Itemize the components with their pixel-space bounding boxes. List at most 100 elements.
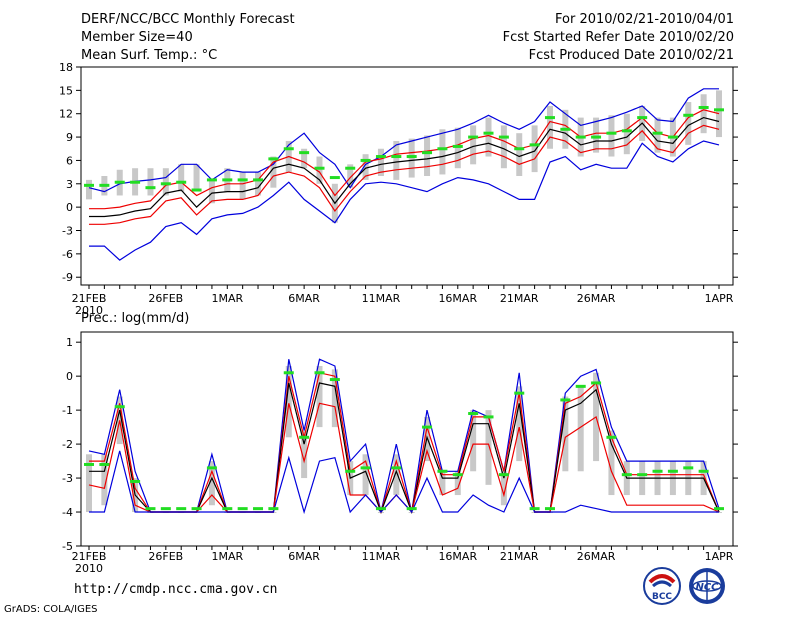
- precip-xtick-label: 11MAR: [362, 550, 401, 563]
- temp-spread-box: [531, 125, 538, 173]
- precip-spread-box: [393, 454, 400, 496]
- temp-xtick-label: 26FEB: [148, 292, 183, 305]
- temp-spread-box: [162, 168, 169, 196]
- temp-ytick-label: -6: [62, 248, 73, 261]
- temp-spread-box: [255, 172, 262, 196]
- temp-ytick-label: 6: [66, 154, 73, 167]
- temp-spread-box: [393, 140, 400, 180]
- precip-spread-box: [208, 461, 215, 506]
- temp-spread-box: [546, 105, 553, 149]
- precip-xtick-label: 21MAR: [500, 550, 539, 563]
- precip-ytick-label: -2: [62, 438, 73, 451]
- temp-ytick-label: 12: [59, 108, 73, 121]
- temp-spread-box: [147, 168, 154, 196]
- temp-ytick-label: 18: [59, 61, 73, 74]
- temp-xtick-label: 21FEB: [72, 292, 107, 305]
- precip-spread-box: [301, 430, 308, 479]
- precip-spread-box: [316, 365, 323, 428]
- precip-xtick-label: 26FEB: [148, 550, 183, 563]
- temp-xtick-label: 1APR: [705, 292, 734, 305]
- temp-line-min: [89, 140, 720, 261]
- precip-ytick-label: -4: [62, 506, 73, 519]
- temp-xtick-label: 16MAR: [438, 292, 477, 305]
- website-link[interactable]: http://cmdp.ncc.cma.gov.cn: [74, 582, 278, 597]
- precip-spread-box: [439, 471, 446, 496]
- temp-line-lower: [89, 124, 720, 225]
- temp-spread-box: [700, 94, 707, 134]
- ncc-logo-text: NCC: [695, 582, 719, 593]
- bcc-logo-text: BCC: [652, 592, 672, 602]
- temp-spread-box: [377, 148, 384, 176]
- precip-spread-box: [86, 454, 92, 513]
- precip-ytick-label: -3: [62, 472, 73, 485]
- temp-spread-box: [470, 125, 477, 165]
- temp-xtick-year: 2010: [75, 304, 103, 317]
- precip-spread-box: [470, 410, 477, 472]
- chart-title: DERF/NCC/BCC Monthly Forecast: [81, 12, 295, 27]
- temp-ytick-label: 3: [66, 178, 73, 191]
- temp-ytick-label: -3: [62, 225, 73, 238]
- temp-spread-box: [193, 164, 200, 192]
- temp-ytick-label: 15: [59, 84, 73, 97]
- precip-ytick-label: 0: [66, 370, 73, 383]
- precip-spread-box: [101, 454, 108, 506]
- temp-spread-box: [439, 129, 446, 175]
- temp-spread-box: [239, 172, 246, 200]
- temp-spread-box: [716, 90, 722, 138]
- precip-spread-box: [577, 386, 584, 472]
- temp-spread-box: [362, 154, 369, 180]
- temp-spread-box: [608, 115, 615, 157]
- temp-spread-box: [516, 133, 523, 176]
- precip-xtick-label: 26MAR: [577, 550, 616, 563]
- temp-spread-box: [500, 125, 507, 169]
- temp-spread-box: [86, 179, 92, 200]
- precip-plot-frame: [80, 331, 734, 547]
- member-size-label: Member Size=40: [81, 30, 193, 45]
- precip-spread-box: [331, 369, 338, 428]
- start-ref-date: Fcst Started Refer Date 2010/02/20: [502, 30, 734, 45]
- precip-xtick-label: 1MAR: [211, 550, 243, 563]
- temp-line-mean: [89, 116, 720, 218]
- bcc-logo: BCC: [642, 566, 682, 606]
- precip-spread-box: [485, 410, 492, 485]
- precip-spread-box: [500, 471, 507, 506]
- temp-spread-box: [424, 135, 431, 176]
- temp-xtick-label: 21MAR: [500, 292, 539, 305]
- precip-ytick-label: -5: [62, 540, 73, 553]
- temp-ytick-label: 9: [66, 131, 73, 144]
- temp-spread-box: [654, 117, 661, 153]
- temp-ytick-label: -9: [62, 271, 73, 284]
- precip-xtick-label: 1APR: [705, 550, 734, 563]
- temp-plot-frame: [80, 66, 734, 286]
- temp-spread-box: [347, 164, 354, 188]
- precip-spread-box: [608, 430, 615, 496]
- temp-line-max: [88, 88, 719, 193]
- precip-xtick-label: 6MAR: [288, 550, 320, 563]
- temp-xtick-label: 1MAR: [211, 292, 243, 305]
- temp-spread-box: [454, 127, 461, 169]
- temp-spread-box: [485, 117, 492, 157]
- temp-spread-box: [408, 138, 415, 178]
- precip-xtick-label: 16MAR: [438, 550, 477, 563]
- precip-line-lower: [88, 402, 720, 514]
- temp-panel-label: Mean Surf. Temp.: °C: [81, 48, 218, 63]
- temp-spread-box: [270, 156, 277, 188]
- produced-date: Fcst Produced Date 2010/02/21: [528, 48, 734, 63]
- precip-ytick-label: -1: [62, 404, 73, 417]
- temp-spread-box: [623, 113, 630, 155]
- precip-spread-box: [562, 396, 569, 472]
- temp-xtick-label: 6MAR: [288, 292, 320, 305]
- precip-spread-box: [362, 454, 369, 496]
- temp-spread-box: [301, 148, 308, 169]
- precip-xtick-label: 21FEB: [72, 550, 107, 563]
- precip-spread-box: [285, 365, 292, 438]
- precip-spread-box: [516, 386, 523, 462]
- temp-spread-box: [593, 117, 600, 153]
- precip-spread-box: [454, 471, 461, 496]
- temp-spread-box: [208, 179, 215, 204]
- precip-panel-label: Prec.: log(mm/d): [81, 311, 189, 326]
- temp-ytick-label: 0: [66, 201, 73, 214]
- precip-ytick-label: 1: [66, 336, 73, 349]
